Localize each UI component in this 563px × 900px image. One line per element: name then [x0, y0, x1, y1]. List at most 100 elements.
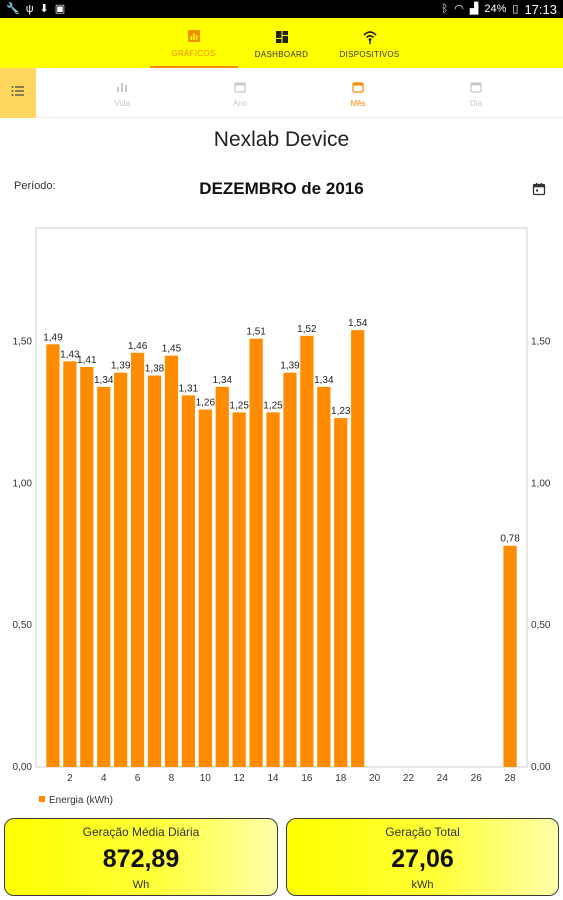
bar-value-label: 1,25 — [229, 400, 249, 411]
bar[interactable] — [300, 335, 314, 767]
x-tick-label: 6 — [135, 773, 141, 784]
calendar-icon — [234, 79, 246, 95]
legend-swatch — [39, 796, 45, 802]
bluetooth-icon: ᛒ — [441, 3, 449, 15]
wrench-icon: 🔧 — [6, 3, 20, 15]
calendar-icon — [352, 79, 364, 95]
bar-value-label: 1,23 — [331, 406, 351, 417]
bar-value-label: 1,52 — [297, 324, 317, 335]
top-nav: GRÁFICOS DASHBOARD DISPOSITIVOS — [0, 18, 563, 68]
card-average-value: 872,89 — [102, 845, 180, 873]
bar-value-label: 1,41 — [77, 355, 97, 366]
bar-value-label: 1,38 — [145, 364, 165, 375]
bar-value-label: 1,45 — [162, 344, 182, 355]
download-icon: ⬇ — [39, 3, 49, 15]
bar-value-label: 1,39 — [111, 361, 131, 372]
tab-dashboard[interactable]: DASHBOARD — [238, 18, 326, 68]
bar-value-label: 1,54 — [348, 318, 368, 329]
image-icon: ▣ — [54, 3, 66, 15]
subtab-ano-label: Ano — [232, 98, 248, 108]
bar[interactable] — [164, 355, 179, 767]
x-tick-label: 14 — [267, 773, 279, 784]
bar[interactable] — [283, 372, 297, 767]
energy-bar-chart: 0,000,501,001,50 0,000,501,001,50 2 4 6 8 10… — [13, 227, 551, 806]
card-total-value: 27,06 — [391, 845, 454, 873]
x-tick-label: 24 — [437, 773, 449, 784]
bar[interactable] — [249, 338, 263, 767]
x-tick-label: 10 — [200, 773, 212, 784]
bar-value-label: 1,26 — [196, 398, 216, 409]
y-tick-label-right: 1,50 — [531, 336, 551, 347]
bar[interactable] — [130, 352, 145, 767]
subtab-vida-label: Vida — [114, 98, 130, 108]
bar[interactable] — [97, 386, 111, 767]
chart-icon — [187, 27, 201, 45]
bar-value-label: 1,34 — [213, 375, 233, 386]
bar[interactable] — [266, 412, 280, 767]
x-tick-label: 22 — [403, 773, 415, 784]
x-tick-label: 2 — [67, 773, 73, 784]
y-tick-label-left: 0,50 — [13, 620, 33, 631]
bar-value-label: 0,78 — [500, 534, 520, 545]
card-average-daily: Geração Média Diária 872,89 Wh — [4, 818, 278, 896]
bar-value-label: 1,34 — [94, 375, 114, 386]
subtab-mes-label: Mês — [350, 98, 366, 108]
subtab-dia[interactable]: Dia — [446, 68, 506, 118]
bar-value-label: 1,43 — [60, 349, 80, 360]
period-label: Período: — [14, 180, 56, 192]
bar[interactable] — [63, 361, 77, 767]
bar[interactable] — [147, 375, 162, 767]
bar[interactable] — [46, 344, 60, 767]
period-value[interactable]: DEZEMBRO de 2016 — [199, 179, 364, 198]
card-total-title: Geração Total — [385, 825, 460, 839]
bar[interactable] — [317, 386, 331, 767]
bar[interactable] — [114, 372, 128, 767]
menu-button[interactable] — [0, 68, 36, 118]
bar-value-label: 1,39 — [280, 361, 300, 372]
bar-value-label: 1,31 — [179, 383, 199, 394]
y-tick-label-left: 1,50 — [13, 336, 33, 347]
y-tick-label-right: 1,00 — [531, 478, 551, 489]
x-tick-label: 18 — [335, 773, 347, 784]
legend: Energia (kWh) — [39, 795, 113, 806]
x-tick-label: 28 — [505, 773, 517, 784]
dashboard-icon — [275, 28, 289, 46]
y-axis-right: 0,00 0,50 1,00 1,50 — [531, 336, 551, 773]
calendar-icon — [532, 183, 546, 200]
bar[interactable] — [232, 412, 246, 767]
data-labels: 1,49 1,431,41 1,34 1,39 1,46 1,38 1,45 1,31 1,26… — [43, 318, 520, 545]
bar-value-label: 1,49 — [43, 332, 63, 343]
bar[interactable] — [181, 395, 195, 767]
card-total: Geração Total 27,06 kWh — [286, 818, 559, 896]
tab-graficos[interactable]: GRÁFICOS — [149, 18, 238, 68]
battery-icon: ▯ — [512, 3, 519, 15]
bar[interactable] — [80, 367, 94, 767]
tab-dispositivos[interactable]: DISPOSITIVOS — [326, 18, 414, 68]
legend-label: Energia (kWh) — [49, 795, 113, 806]
bar[interactable] — [198, 409, 212, 767]
clock: 17:13 — [524, 1, 557, 17]
subtab-mes[interactable]: Mês — [328, 68, 388, 118]
bar-value-label: 1,46 — [128, 341, 148, 352]
tab-graficos-label: GRÁFICOS — [171, 48, 216, 58]
status-bar: 🔧 ψ ⬇ ▣ ᛒ ◠ ▟ 24% ▯ 17:13 — [0, 0, 563, 18]
subtab-vida[interactable]: Vida — [92, 68, 152, 118]
wifi-icon: ◠ — [454, 3, 464, 15]
period-toolbar: Vida Ano Mês Dia — [0, 68, 563, 118]
card-average-title: Geração Média Diária — [82, 825, 200, 839]
battery-percent: 24% — [484, 3, 507, 15]
x-tick-label: 26 — [471, 773, 483, 784]
bar[interactable] — [215, 386, 229, 767]
bar[interactable] — [503, 545, 517, 767]
subtab-ano[interactable]: Ano — [210, 68, 270, 118]
calendar-picker-button[interactable] — [532, 182, 548, 198]
y-axis-left: 0,00 0,50 1,00 1,50 — [13, 336, 33, 773]
list-menu-icon — [11, 84, 25, 102]
bar[interactable] — [351, 330, 365, 767]
bar-value-label: 1,34 — [314, 375, 334, 386]
x-tick-label: 16 — [301, 773, 313, 784]
bar[interactable] — [334, 418, 348, 767]
bar-series — [46, 330, 517, 767]
y-tick-label-left: 1,00 — [13, 478, 33, 489]
signal-icon: ▟ — [469, 3, 479, 15]
